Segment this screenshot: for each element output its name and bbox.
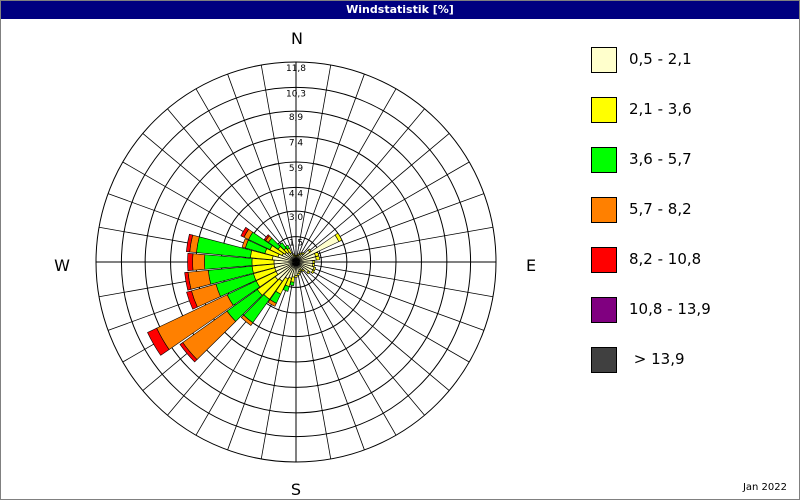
grid-spoke xyxy=(295,64,332,263)
rose-sector-segment xyxy=(187,252,194,272)
legend-swatch xyxy=(591,47,617,73)
legend-item: 0,5 - 2,1 xyxy=(591,47,791,73)
ring-label: 4,4 xyxy=(289,189,304,199)
ring-label: 1,5 xyxy=(289,239,303,249)
grid-spoke xyxy=(295,261,450,391)
rose-sector-segment xyxy=(240,226,249,238)
legend-label: > 13,9 xyxy=(629,350,685,368)
rose-sector-segment xyxy=(192,253,206,271)
grid-spoke xyxy=(295,261,397,436)
rose-sector-segment xyxy=(289,281,295,286)
rose-sector-segment xyxy=(185,233,194,253)
legend-swatch xyxy=(591,347,617,373)
legend-label: 0,5 - 2,1 xyxy=(629,50,692,68)
legend-swatch xyxy=(591,97,617,123)
rose-bars xyxy=(147,226,343,363)
compass-east-label: E xyxy=(526,256,536,275)
rose-sector-segment xyxy=(310,269,315,274)
legend-label: 5,7 - 8,2 xyxy=(629,200,692,218)
ring-label: 7,4 xyxy=(289,139,304,149)
grid-spoke xyxy=(295,226,494,263)
rose-sector-segment xyxy=(282,284,290,292)
rose-sector-segment xyxy=(334,232,343,243)
rose-sector-segment xyxy=(186,290,198,310)
legend-item: > 13,9 xyxy=(591,347,791,373)
rose-sector-segment xyxy=(312,260,315,264)
grid-spoke xyxy=(295,261,494,298)
compass-west-label: W xyxy=(54,256,70,275)
grid-spoke xyxy=(260,261,297,460)
rose-sector-segment xyxy=(263,234,270,241)
grid-spoke xyxy=(295,73,365,263)
rose-sector-segment xyxy=(315,255,320,261)
legend-label: 8,2 - 10,8 xyxy=(629,250,702,268)
legend-swatch xyxy=(591,147,617,173)
legend-item: 2,1 - 3,6 xyxy=(591,97,791,123)
date-label: Jan 2022 xyxy=(742,482,787,493)
grid-spoke xyxy=(295,88,397,263)
ring-label: 11,8 xyxy=(286,64,306,74)
ring-labels: 1,5 3,0 4,4 5,9 7,4 8,9 10,3 11,8 xyxy=(286,64,306,249)
grid-spoke xyxy=(260,64,297,263)
rose-sector-segment xyxy=(284,244,290,250)
grid-spoke xyxy=(295,108,425,263)
grid-spoke xyxy=(227,261,297,451)
legend-swatch xyxy=(591,247,617,273)
rose-sector-segment xyxy=(184,271,192,291)
rose-sector-segment xyxy=(294,275,298,278)
chart-title: Windstatistik [%] xyxy=(1,1,799,19)
compass-north-label: N xyxy=(291,29,303,48)
rose-sector-segment xyxy=(240,314,254,326)
grid-spoke xyxy=(295,193,485,263)
grid-spoke xyxy=(295,261,365,451)
ring-label: 5,9 xyxy=(289,164,304,174)
rose-sector-segment xyxy=(306,270,311,275)
legend-swatch xyxy=(591,197,617,223)
rose-sector-segment xyxy=(179,342,198,363)
rose-sector-segment xyxy=(241,238,249,249)
rose-sector-segment xyxy=(296,273,300,276)
ring-label: 3,0 xyxy=(289,213,304,223)
grid-spoke xyxy=(195,88,297,263)
legend-item: 5,7 - 8,2 xyxy=(591,197,791,223)
legend-swatch xyxy=(591,297,617,323)
legend-item: 3,6 - 5,7 xyxy=(591,147,791,173)
ring-label: 10,3 xyxy=(286,89,306,99)
rose-sector-segment xyxy=(267,299,277,307)
rose-sector-segment xyxy=(293,254,296,258)
rose-sector-segment xyxy=(314,251,320,257)
ring-label: 8,9 xyxy=(289,113,304,123)
grid-spoke xyxy=(227,73,297,263)
rose-sector-segment xyxy=(312,263,315,268)
grid-spoke xyxy=(295,261,485,331)
grid-spoke xyxy=(167,108,297,263)
rose-sector-segment xyxy=(292,253,295,257)
legend-label: 10,8 - 13,9 xyxy=(629,300,711,318)
legend-label: 3,6 - 5,7 xyxy=(629,150,692,168)
compass-south-label: S xyxy=(291,480,301,499)
legend-label: 2,1 - 3,6 xyxy=(629,100,692,118)
grid-spoke xyxy=(295,133,450,263)
grid-spoke xyxy=(295,261,332,460)
grid-spoke xyxy=(295,261,470,363)
rose-sector-segment xyxy=(278,242,287,251)
legend-item: 8,2 - 10,8 xyxy=(591,247,791,273)
legend-item: 10,8 - 13,9 xyxy=(591,297,791,323)
grid-spoke xyxy=(295,261,425,416)
rose-sector-segment xyxy=(301,268,305,273)
rose-sector-segment xyxy=(147,327,170,356)
